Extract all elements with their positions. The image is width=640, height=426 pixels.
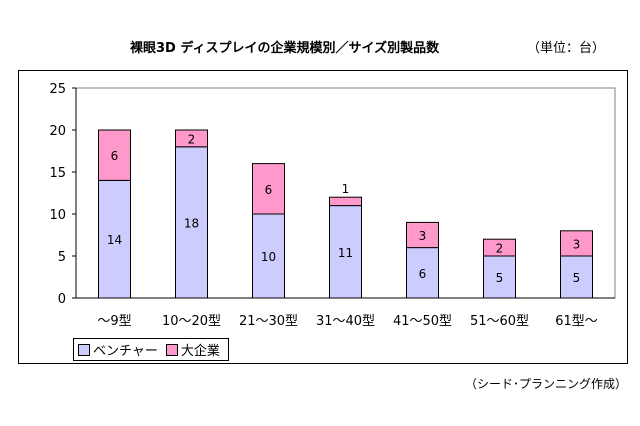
bar-venture (406, 247, 439, 299)
data-label: 6 (111, 149, 119, 163)
legend-label: ベンチャー (93, 344, 158, 359)
y-tick-label: 5 (58, 250, 66, 265)
data-label: 3 (419, 229, 427, 243)
data-label: 1 (342, 182, 350, 196)
chart-frame (18, 70, 628, 364)
bar-large (560, 230, 593, 257)
data-label: 5 (573, 271, 581, 285)
data-label: 6 (265, 183, 273, 197)
y-tick-label: 25 (49, 82, 66, 97)
source-credit: （シード･プランニング作成） (465, 377, 628, 391)
chart-title: 裸眼3D ディスプレイの企業規模別／サイズ別製品数 (130, 41, 440, 56)
data-label: 14 (107, 233, 122, 247)
y-tick-label: 15 (49, 166, 66, 181)
unit-note: （単位：台） (527, 41, 606, 56)
data-label: 6 (419, 267, 427, 281)
data-label: 18 (184, 216, 199, 230)
bar-large (98, 129, 131, 181)
data-label: 5 (496, 271, 504, 285)
data-label: 11 (338, 246, 353, 260)
legend-label: 大企業 (180, 344, 220, 359)
y-tick-label: 10 (49, 208, 66, 223)
bar-venture (483, 255, 516, 299)
bar-venture (175, 146, 208, 299)
x-tick-label: 41～50型 (393, 314, 452, 329)
legend-swatch (165, 343, 178, 356)
y-tick-label: 20 (49, 124, 66, 139)
bar-large (329, 196, 362, 207)
x-tick-label: ～9型 (97, 314, 131, 329)
bar-large (406, 221, 439, 249)
bar-venture (329, 205, 362, 299)
x-tick-label: 10～20型 (162, 314, 221, 329)
legend-swatch (78, 343, 90, 356)
x-tick-label: 61型～ (555, 314, 598, 329)
y-tick-label: 0 (58, 292, 66, 307)
x-tick-label: 51～60型 (470, 314, 529, 329)
x-tick-label: 31～40型 (316, 314, 375, 329)
bar-large (483, 238, 516, 257)
legend-item-venture: ベンチャー (78, 340, 158, 359)
bar-venture (560, 255, 593, 299)
bar-large (252, 163, 285, 215)
bar-venture (98, 179, 131, 299)
data-label: 10 (261, 250, 276, 264)
data-label: 2 (496, 242, 504, 256)
data-label: 2 (188, 132, 196, 146)
bar-venture (252, 213, 285, 299)
x-tick-label: 21～30型 (239, 314, 298, 329)
bar-large (175, 129, 208, 148)
data-label: 3 (573, 237, 581, 251)
legend: ベンチャー 大企業 (73, 338, 229, 361)
legend-item-large: 大企業 (165, 340, 220, 359)
